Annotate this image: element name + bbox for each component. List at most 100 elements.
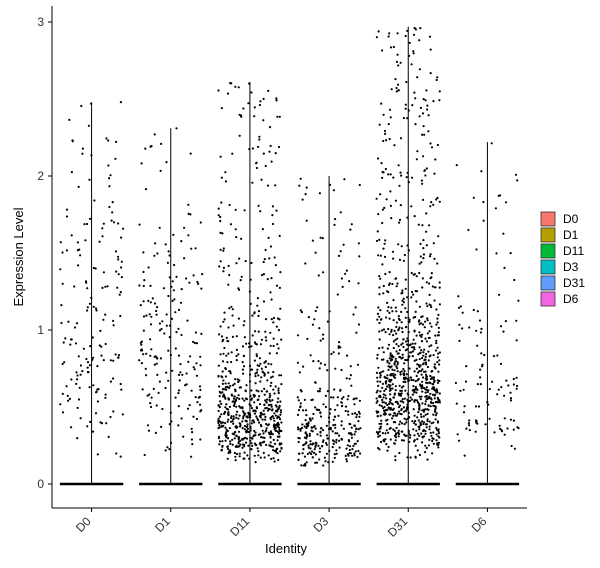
data-point [268, 444, 271, 447]
data-point [418, 323, 421, 326]
data-point [475, 248, 478, 251]
data-point [410, 271, 413, 275]
data-point [269, 430, 272, 433]
data-point [392, 407, 395, 410]
data-point [76, 241, 79, 244]
data-point [300, 464, 303, 467]
data-point [148, 313, 151, 316]
data-point [138, 284, 141, 287]
data-point [415, 334, 418, 337]
data-point [299, 309, 302, 312]
data-point [224, 432, 227, 435]
data-point [230, 82, 233, 85]
data-point [224, 386, 227, 389]
data-point [438, 392, 441, 395]
x-tick-label: D6 [469, 514, 490, 535]
data-point [432, 404, 435, 407]
data-point [459, 389, 462, 392]
data-point [404, 107, 407, 110]
data-point [155, 404, 158, 407]
violin-group-D3 [296, 176, 362, 486]
data-point [226, 420, 229, 423]
data-point [499, 362, 503, 365]
data-point [251, 181, 254, 184]
data-point [218, 385, 221, 388]
data-point [145, 374, 148, 377]
data-point [277, 397, 280, 400]
data-point [311, 456, 314, 459]
data-point [227, 413, 230, 416]
data-point [296, 413, 300, 416]
data-point [217, 417, 220, 420]
data-point [70, 378, 73, 381]
data-point [260, 338, 263, 341]
data-point [258, 357, 261, 360]
data-point [500, 430, 504, 433]
data-point [329, 428, 332, 431]
data-point [177, 389, 181, 392]
data-point [407, 356, 410, 359]
data-point [413, 346, 416, 349]
data-point [319, 362, 322, 365]
data-point [429, 142, 432, 145]
data-point [384, 239, 387, 242]
data-point [325, 424, 328, 427]
data-point [164, 243, 167, 246]
data-point [153, 302, 157, 305]
data-point [405, 359, 409, 362]
data-point [255, 406, 258, 409]
data-point [242, 417, 245, 420]
data-point [173, 298, 176, 301]
data-point [433, 299, 436, 302]
data-point [175, 275, 178, 278]
data-point [405, 80, 408, 84]
data-point [423, 408, 426, 411]
data-point [425, 446, 428, 450]
data-point [235, 354, 238, 358]
data-point [152, 387, 155, 390]
data-point [415, 399, 419, 402]
data-point [432, 401, 435, 405]
data-point [117, 222, 120, 225]
data-point [479, 383, 482, 386]
data-point [345, 447, 348, 450]
data-point [303, 455, 307, 458]
data-point [399, 392, 402, 396]
data-point [168, 324, 172, 327]
data-point [515, 384, 519, 388]
data-point [270, 277, 273, 280]
data-point [75, 378, 79, 381]
data-point [112, 377, 115, 380]
data-point [321, 237, 324, 240]
data-point [404, 380, 407, 384]
data-point [263, 456, 266, 459]
data-point [335, 441, 338, 444]
data-point [233, 382, 236, 385]
data-point [198, 395, 201, 398]
data-point [435, 412, 438, 415]
data-point [271, 409, 274, 412]
data-point [386, 449, 389, 452]
data-point [157, 391, 160, 394]
data-point [165, 161, 168, 164]
data-point [418, 115, 421, 118]
data-point [429, 48, 432, 51]
x-axis-title: Identity [265, 541, 307, 556]
data-point [267, 454, 270, 457]
data-point [324, 460, 327, 463]
data-point [318, 458, 321, 461]
data-point [254, 342, 257, 345]
data-point [240, 237, 243, 240]
data-point [378, 372, 381, 375]
data-point [507, 384, 510, 387]
data-point [271, 214, 274, 217]
data-point [498, 427, 502, 430]
data-point [395, 332, 398, 335]
data-point [402, 301, 405, 304]
data-point [407, 181, 410, 184]
data-point [65, 208, 69, 211]
data-point [232, 384, 235, 387]
data-point [405, 409, 408, 412]
data-point [269, 418, 272, 421]
data-point [239, 422, 242, 425]
